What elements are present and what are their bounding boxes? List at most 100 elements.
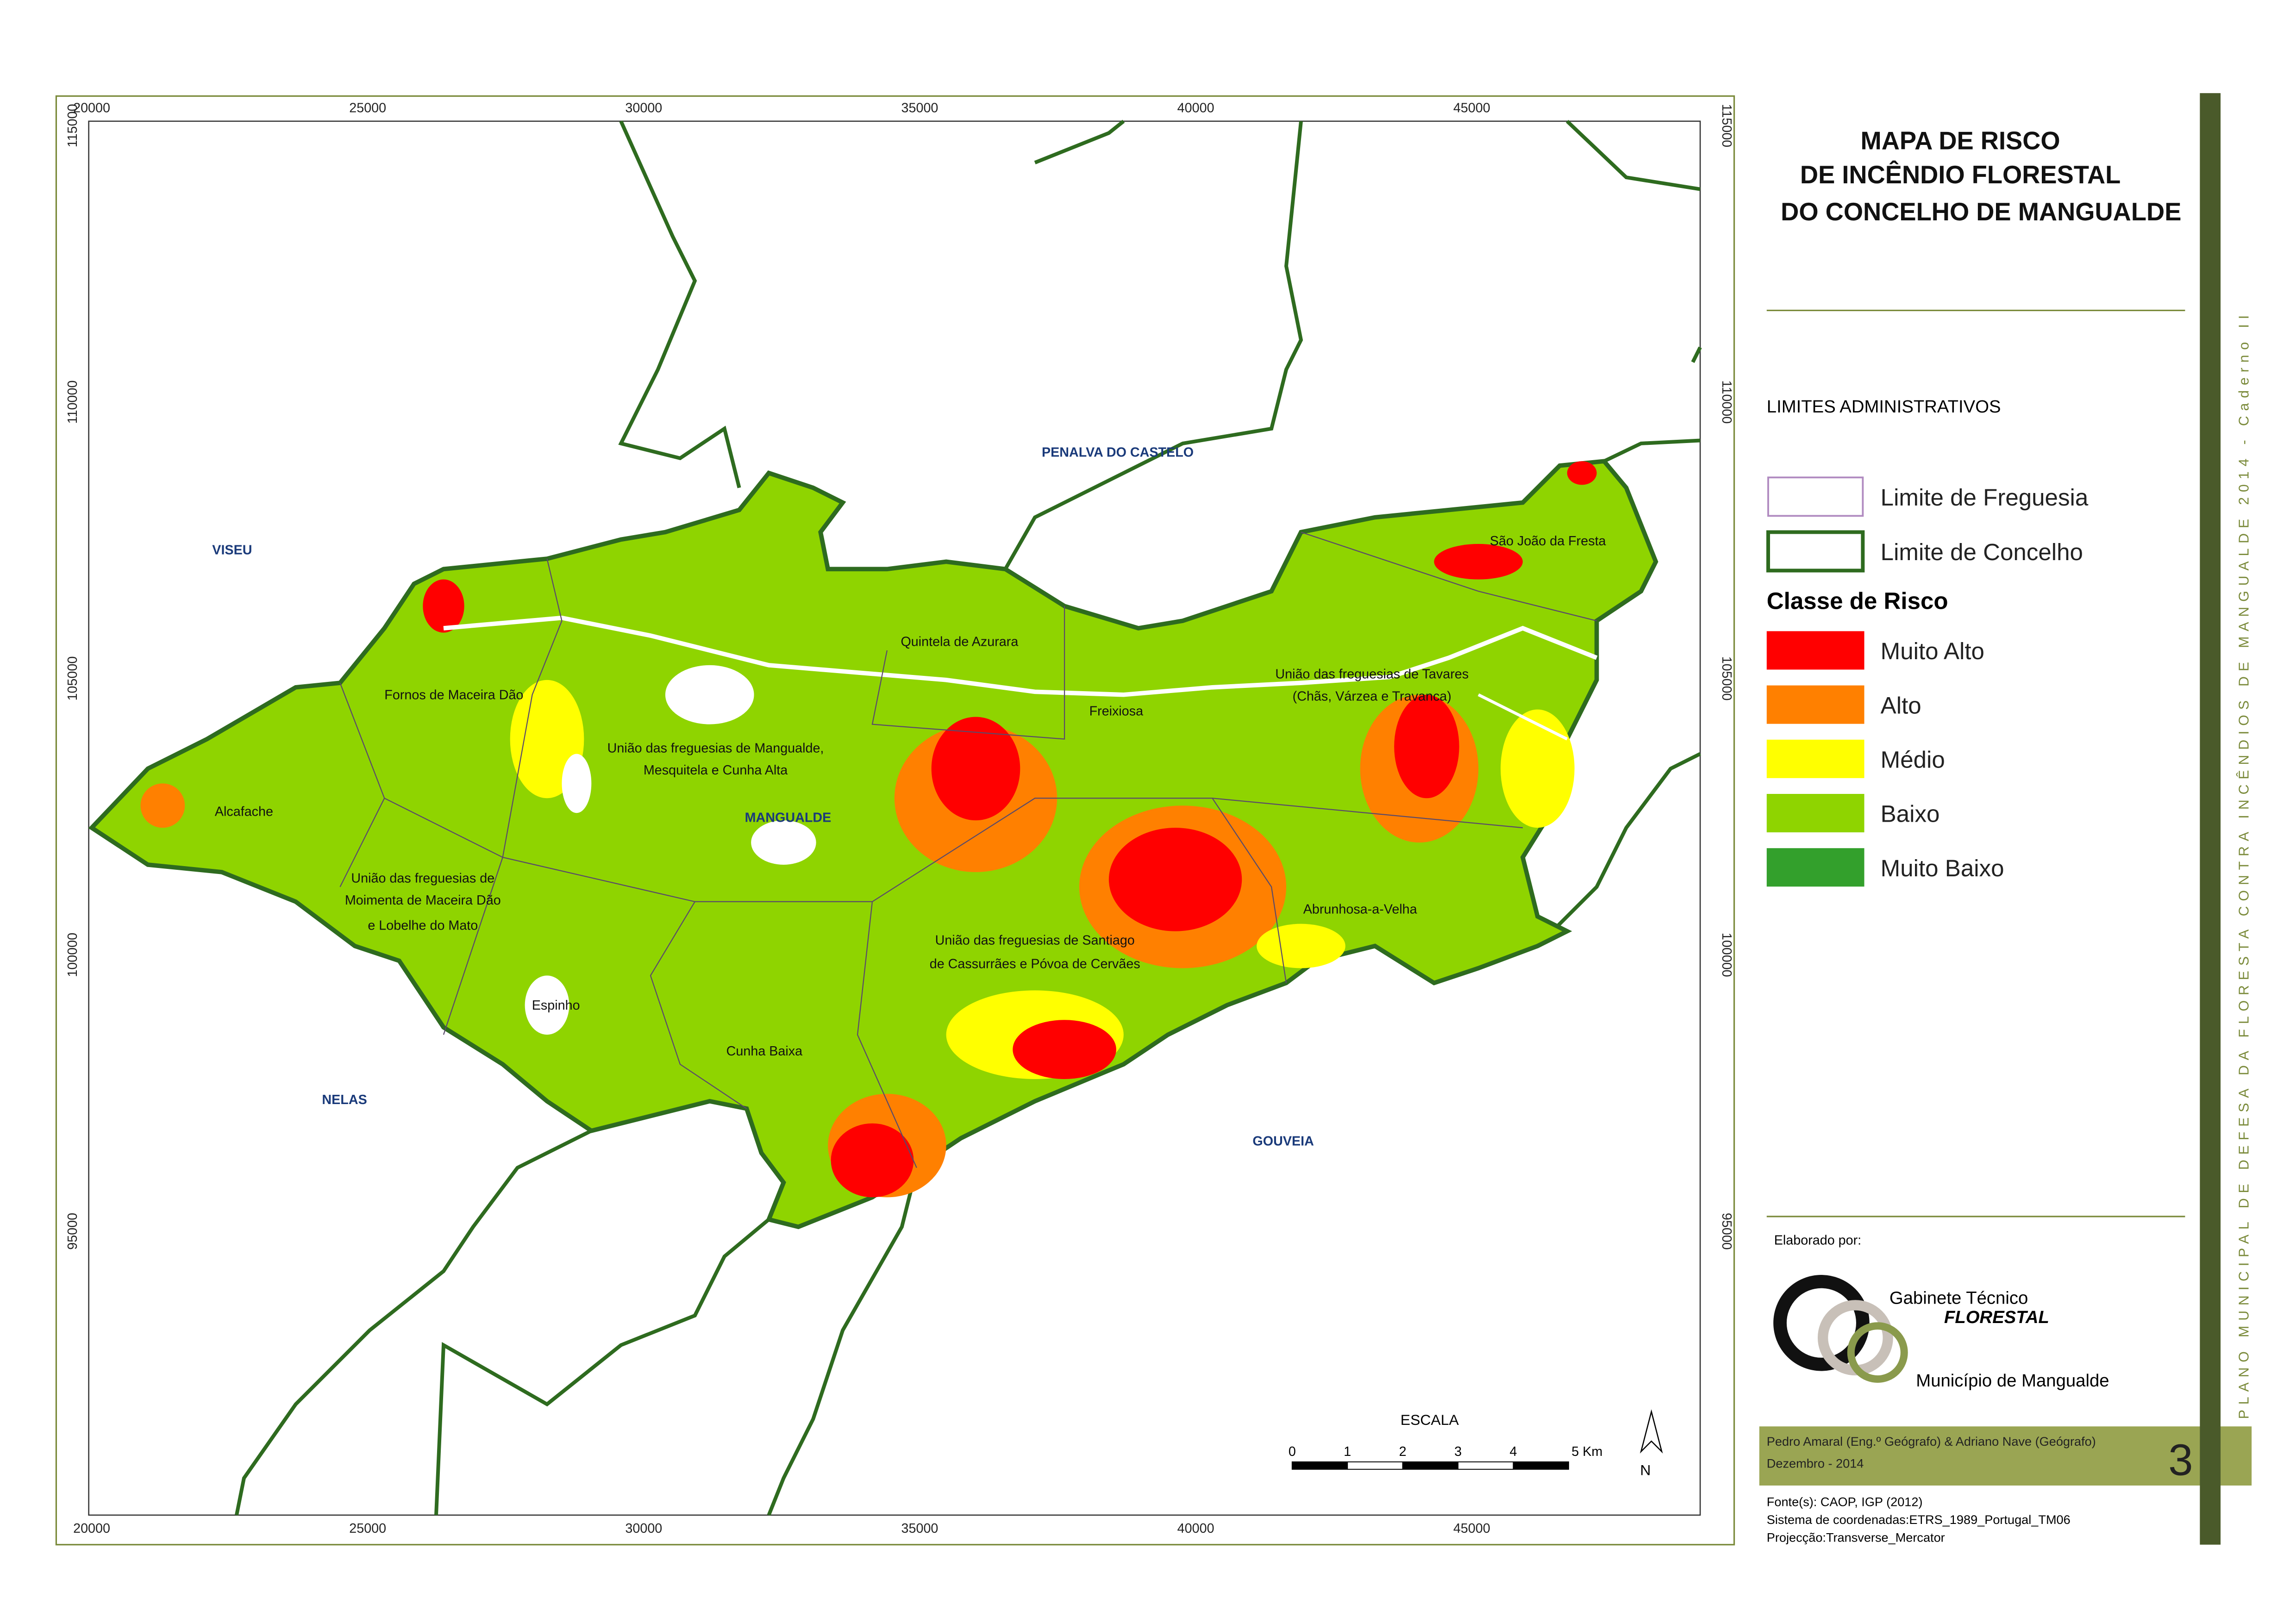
parish-label: Cunha Baixa bbox=[726, 1044, 802, 1059]
y-coord-label: 105000 bbox=[1719, 656, 1734, 701]
neighbour-label: VISEU bbox=[212, 543, 252, 557]
logo bbox=[1773, 1275, 1908, 1383]
parish-label: Fornos de Maceira Dão bbox=[384, 687, 523, 702]
y-coord-label: 115000 bbox=[65, 104, 80, 148]
highway bbox=[443, 615, 1598, 697]
y-coord-label: 95000 bbox=[65, 1213, 80, 1250]
parish-label: e Lobelhe do Mato bbox=[368, 918, 478, 933]
credit-band bbox=[1759, 1426, 2252, 1486]
parish-label: Espinho bbox=[532, 998, 580, 1013]
legend-label: Muito Baixo bbox=[1881, 855, 2004, 881]
legend-label: Médio bbox=[1881, 746, 1945, 773]
legend-swatch bbox=[1767, 476, 1864, 517]
legend-heading: Classe de Risco bbox=[1767, 588, 1948, 614]
scale-title: ESCALA bbox=[1401, 1411, 1459, 1428]
x-coord-label: 45000 bbox=[1453, 101, 1490, 116]
scale-label: 1 bbox=[1344, 1444, 1351, 1459]
neighbour-label: NELAS bbox=[322, 1092, 367, 1107]
map-frame bbox=[55, 95, 1735, 1546]
parish-label: Moimenta de Maceira Dão bbox=[345, 893, 501, 908]
legend-label: Limite de Freguesia bbox=[1881, 484, 2089, 511]
map-neatline bbox=[88, 120, 1701, 1516]
source: Sistema de coordenadas:ETRS_1989_Portuga… bbox=[1767, 1512, 2071, 1527]
scale-segment bbox=[1458, 1461, 1514, 1470]
x-coord-label: 20000 bbox=[73, 1521, 110, 1536]
neighbour-label: GOUVEIA bbox=[1252, 1134, 1314, 1149]
scale-label: 0 bbox=[1289, 1444, 1296, 1459]
y-coord-label: 110000 bbox=[65, 381, 80, 424]
legend-swatch bbox=[1766, 739, 1864, 778]
neighbour-label: PENALVA DO CASTELO bbox=[1042, 445, 1194, 460]
x-coord-label: 30000 bbox=[625, 1521, 662, 1536]
source: Projecção:Transverse_Mercator bbox=[1767, 1530, 1945, 1544]
parish-label: Alcafache bbox=[215, 805, 273, 819]
y-coord-label: 105000 bbox=[65, 656, 80, 701]
scale-segment bbox=[1402, 1461, 1459, 1470]
parish-label: União das freguesias de Santiago bbox=[935, 933, 1135, 948]
seat-label: MANGUALDE bbox=[745, 810, 832, 825]
page-number: 3 bbox=[2168, 1436, 2193, 1485]
parish-label: (Chãs, Várzea e Travanca) bbox=[1293, 689, 1451, 704]
risk-patches bbox=[140, 461, 1597, 1198]
concelho-lines bbox=[235, 119, 1702, 1516]
scale-label: 3 bbox=[1454, 1444, 1462, 1459]
y-coord-label: 100000 bbox=[1719, 933, 1734, 977]
scale-segment bbox=[1347, 1461, 1403, 1470]
scale-label: 2 bbox=[1399, 1444, 1407, 1459]
parish-label: de Cassurrães e Póvoa de Cervães bbox=[930, 956, 1140, 971]
title-line: DE INCÊNDIO FLORESTAL bbox=[1800, 161, 2121, 189]
x-coord-label: 30000 bbox=[625, 101, 662, 116]
parish-label: Mesquitela e Cunha Alta bbox=[644, 763, 788, 778]
credit: Pedro Amaral (Eng.º Geógrafo) & Adriano … bbox=[1767, 1434, 2096, 1448]
scale-segment bbox=[1513, 1461, 1569, 1470]
highway bbox=[1477, 693, 1568, 741]
x-coord-label: 40000 bbox=[1177, 101, 1214, 116]
org: Gabinete Técnico bbox=[1889, 1288, 2028, 1308]
parish-label: União das freguesias de Tavares bbox=[1275, 667, 1469, 682]
y-coord-label: 100000 bbox=[65, 933, 80, 977]
side-title: PLANO MUNICIPAL DE DEFESA DA FLORESTA CO… bbox=[2237, 310, 2252, 1419]
concelho-area bbox=[88, 459, 1658, 1230]
x-coord-label: 45000 bbox=[1453, 1521, 1490, 1536]
org: FLORESTAL bbox=[1944, 1307, 2049, 1327]
x-coord-label: 25000 bbox=[349, 1521, 386, 1536]
parish-label: União das freguesias de bbox=[351, 871, 494, 886]
y-coord-label: 95000 bbox=[1719, 1213, 1734, 1250]
legend-swatch bbox=[1766, 685, 1864, 724]
legend-label: Muito Alto bbox=[1881, 638, 1984, 664]
source: Fonte(s): CAOP, IGP (2012) bbox=[1767, 1495, 1923, 1509]
scale-label: 4 bbox=[1510, 1444, 1517, 1459]
title-line: MAPA DE RISCO bbox=[1861, 127, 2060, 155]
org: Município de Mangualde bbox=[1916, 1371, 2109, 1391]
credit: Elaborado por: bbox=[1774, 1233, 1861, 1248]
x-coord-label: 20000 bbox=[73, 101, 110, 116]
credit: Dezembro - 2014 bbox=[1767, 1456, 1864, 1471]
x-coord-label: 35000 bbox=[901, 101, 938, 116]
legend-swatch bbox=[1766, 530, 1865, 573]
y-coord-label: 110000 bbox=[1719, 381, 1734, 424]
y-coord-label: 115000 bbox=[1719, 104, 1734, 148]
x-coord-label: 25000 bbox=[349, 101, 386, 116]
parish-label: Freixiosa bbox=[1089, 704, 1144, 718]
x-coord-label: 40000 bbox=[1177, 1521, 1214, 1536]
parish-label: Quintela de Azurara bbox=[901, 634, 1018, 649]
parish-lines bbox=[339, 531, 1597, 1168]
x-coord-label: 35000 bbox=[901, 1521, 938, 1536]
legend-swatch bbox=[1766, 631, 1864, 670]
north-label: N bbox=[1640, 1462, 1651, 1479]
legend-label: Baixo bbox=[1881, 801, 1940, 827]
side-bar bbox=[2200, 93, 2221, 1545]
parish-label: União das freguesias de Mangualde, bbox=[607, 741, 824, 755]
title-line: DO CONCELHO DE MANGUALDE bbox=[1781, 198, 2181, 226]
parish-label: Abrunhosa-a-Velha bbox=[1303, 902, 1417, 917]
legend-swatch bbox=[1766, 848, 1864, 887]
legend-swatch bbox=[1766, 794, 1864, 833]
legend-label: Limite de Concelho bbox=[1881, 539, 2083, 565]
legend-heading: LIMITES ADMINISTRATIVOS bbox=[1767, 397, 2001, 417]
parish-label: São João da Fresta bbox=[1490, 534, 1606, 549]
scale-label: 5 Km bbox=[1571, 1444, 1602, 1459]
legend-label: Alto bbox=[1881, 692, 1921, 718]
north-arrow bbox=[1639, 1409, 1663, 1454]
scale-segment bbox=[1291, 1461, 1348, 1470]
